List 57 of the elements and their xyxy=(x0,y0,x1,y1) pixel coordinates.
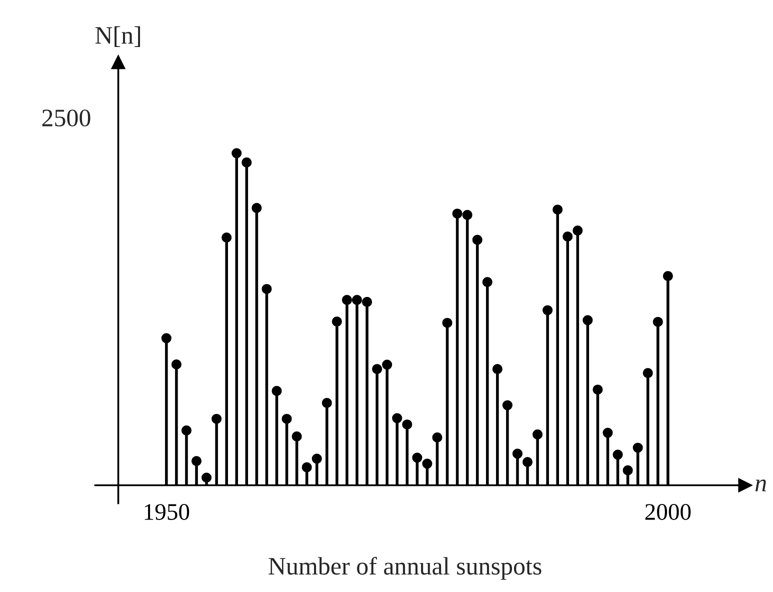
point xyxy=(592,384,603,395)
text: 2500 xyxy=(42,110,90,126)
point xyxy=(432,432,442,442)
x-tick-label: 2000 xyxy=(645,504,691,520)
point xyxy=(171,359,182,370)
point xyxy=(222,232,232,243)
point xyxy=(382,360,392,370)
point xyxy=(202,472,212,483)
point xyxy=(642,368,653,378)
point xyxy=(352,294,362,305)
point xyxy=(602,428,613,438)
x-tick-label: 1950 xyxy=(144,504,190,520)
point xyxy=(502,400,512,410)
point xyxy=(262,284,272,294)
point xyxy=(612,450,623,460)
point xyxy=(572,226,583,236)
point xyxy=(442,318,452,328)
point xyxy=(282,414,292,424)
point xyxy=(622,465,633,476)
point xyxy=(312,454,322,464)
point xyxy=(412,452,422,463)
point xyxy=(272,386,282,396)
point xyxy=(392,413,402,424)
point xyxy=(652,316,663,327)
point xyxy=(492,364,502,374)
point xyxy=(542,305,553,316)
point xyxy=(191,456,202,466)
point xyxy=(292,431,302,442)
point xyxy=(302,462,312,472)
point xyxy=(582,315,593,326)
point xyxy=(472,234,482,245)
point xyxy=(332,316,342,327)
point xyxy=(372,364,382,374)
point xyxy=(322,398,332,408)
point xyxy=(342,294,352,305)
point xyxy=(482,276,492,288)
point xyxy=(522,456,533,468)
point xyxy=(232,148,242,158)
point xyxy=(181,425,192,436)
point xyxy=(462,210,472,220)
point xyxy=(402,419,412,430)
text: Number of annual sunspots xyxy=(268,556,542,580)
point xyxy=(422,458,432,469)
point xyxy=(662,271,673,282)
point xyxy=(161,333,172,344)
y-axis-title: N[n] xyxy=(95,26,140,47)
point xyxy=(252,202,262,213)
point xyxy=(512,448,523,459)
point xyxy=(362,296,372,307)
point xyxy=(452,208,462,219)
point xyxy=(532,429,543,440)
point xyxy=(242,157,252,168)
point xyxy=(562,231,573,242)
point xyxy=(632,442,643,453)
x-axis-title: n xyxy=(755,479,766,492)
point xyxy=(212,414,222,424)
point xyxy=(552,204,563,215)
